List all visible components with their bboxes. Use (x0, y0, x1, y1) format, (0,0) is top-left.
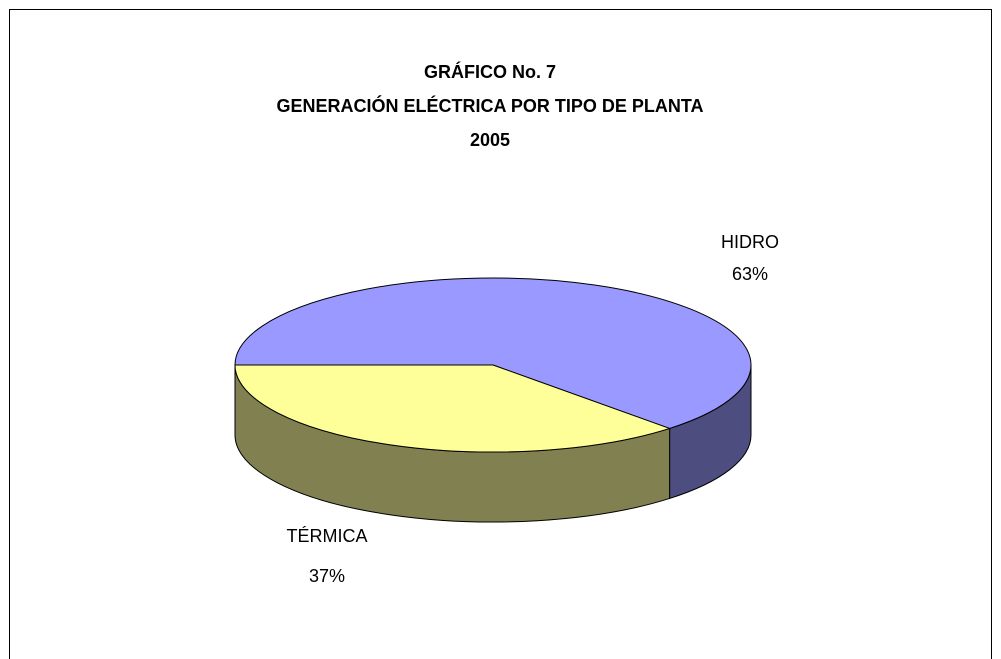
value-label: 37% (309, 566, 345, 586)
chart-title: 2005 (470, 130, 510, 150)
chart-title: GENERACIÓN ELÉCTRICA POR TIPO DE PLANTA (276, 95, 703, 116)
value-label: 63% (732, 264, 768, 284)
pie-slice (234, 364, 672, 453)
pie-slice (234, 277, 752, 429)
chart-title: GRÁFICO No. 7 (424, 61, 556, 82)
category-label: TÉRMICA (287, 526, 368, 546)
category-label: HIDRO (721, 232, 779, 252)
